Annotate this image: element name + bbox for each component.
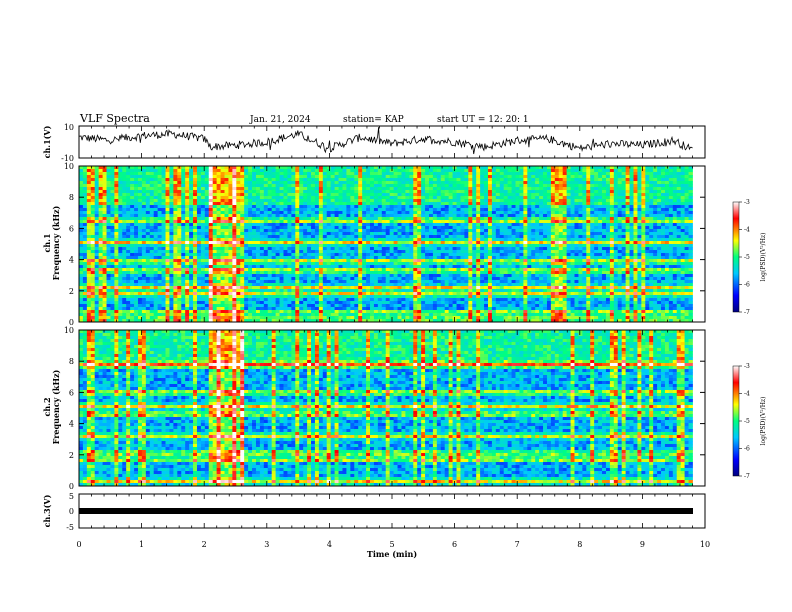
xtick-label: 4 xyxy=(327,540,332,549)
ch1-waveform-line xyxy=(78,127,693,155)
ch1-colorbar-ticks: -3 -4 -5 -6 -7 xyxy=(739,199,750,316)
date-label: Jan. 21, 2024 xyxy=(249,115,311,125)
ch1-ytick-top: 10 xyxy=(64,123,74,132)
colorbar-tick-label: -4 xyxy=(744,227,750,234)
ch3-ytick-bottom: -5 xyxy=(66,523,74,532)
ytick-label: 8 xyxy=(69,357,74,366)
colorbar-tick-label: -7 xyxy=(744,473,750,480)
colorbar-tick-label: -4 xyxy=(744,391,750,398)
ch2-spectrogram-panel: 0 2 4 6 8 10 ch.2 Frequency (kHz) xyxy=(42,326,706,491)
xtick-label: 5 xyxy=(389,540,394,549)
ytick-label: 6 xyxy=(69,388,74,397)
ch3-waveform-panel: 5 0 -5 ch.3(V) xyxy=(42,492,706,532)
time-axis-label: Time (min) xyxy=(367,549,417,559)
colorbar-tick-label: -7 xyxy=(744,309,750,316)
xtick-label: 6 xyxy=(452,540,457,549)
ch1-spectrogram-panel: 0 2 4 6 8 10 ch.1 Frequency (kHz) xyxy=(42,162,706,327)
station-label: station= KAP xyxy=(343,115,404,125)
ytick-label: 4 xyxy=(69,256,74,265)
ch3-ytick-mid: 0 xyxy=(69,507,74,516)
ch1-waveform-panel: 10 -10 ch.1(V) xyxy=(42,123,706,163)
figure-title: VLF Spectra xyxy=(79,112,150,125)
ytick-label: 10 xyxy=(64,326,74,335)
ch2-colorbar: -3 -4 -5 -6 -7 log(PSD)(V²/Hz) xyxy=(732,363,767,480)
ch3-waveform-trace xyxy=(79,508,693,514)
ch3-ylabel: ch.3(V) xyxy=(42,494,52,527)
xtick-label: 8 xyxy=(577,540,582,549)
ch3-ytick-top: 5 xyxy=(69,492,74,501)
ytick-label: 2 xyxy=(69,451,74,460)
xtick-label: 1 xyxy=(139,540,144,549)
ch2-colorbar-label: log(PSD)(V²/Hz) xyxy=(760,397,767,446)
ch2-freq-ylabel: Frequency (kHz) xyxy=(51,369,61,444)
ch1-spectrogram-yticks: 0 2 4 6 8 10 xyxy=(64,162,705,327)
ytick-label: 10 xyxy=(64,162,74,171)
start-time-label: start UT = 12: 20: 1 xyxy=(437,115,529,125)
xtick-label: 10 xyxy=(700,540,710,549)
colorbar-tick-label: -6 xyxy=(744,282,750,289)
ch1-colorbar: -3 -4 -5 -6 -7 log(PSD)(V²/Hz) xyxy=(732,199,767,316)
colorbar-tick-label: -5 xyxy=(744,254,750,261)
colorbar-tick-label: -5 xyxy=(744,418,750,425)
ch1-ytick-bottom: -10 xyxy=(61,154,74,163)
ch1-freq-ylabel: Frequency (kHz) xyxy=(51,205,61,280)
ytick-label: 0 xyxy=(69,482,74,491)
xtick-label: 3 xyxy=(264,540,269,549)
time-axis-ticks: 0 1 2 3 4 5 6 7 8 9 10 xyxy=(76,126,710,549)
colorbar-tick-label: -3 xyxy=(744,363,750,370)
ytick-label: 8 xyxy=(69,193,74,202)
ch1-spectrogram-image xyxy=(79,166,693,323)
ytick-label: 6 xyxy=(69,224,74,233)
ytick-label: 0 xyxy=(69,318,74,327)
xtick-label: 7 xyxy=(515,540,520,549)
ch2-spectrogram-image xyxy=(79,330,693,487)
xtick-label: 2 xyxy=(202,540,207,549)
ch1-ylabel: ch.1(V) xyxy=(42,125,52,158)
ch1-colorbar-label: log(PSD)(V²/Hz) xyxy=(760,233,767,282)
colorbar-tick-label: -3 xyxy=(744,199,750,206)
ytick-label: 4 xyxy=(69,420,74,429)
ch2-spectrogram-yticks: 0 2 4 6 8 10 xyxy=(64,326,705,491)
xtick-label: 0 xyxy=(76,540,81,549)
colorbar-tick-label: -6 xyxy=(744,446,750,453)
ch1-channel-label: ch.1 xyxy=(42,233,52,252)
ch2-channel-label: ch.2 xyxy=(42,397,52,416)
ytick-label: 2 xyxy=(69,287,74,296)
ch2-colorbar-ticks: -3 -4 -5 -6 -7 xyxy=(739,363,750,480)
xtick-label: 9 xyxy=(640,540,645,549)
